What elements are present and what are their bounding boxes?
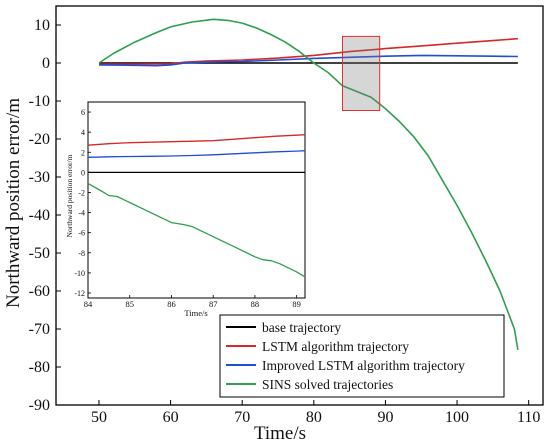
- y-tick-label: 10: [34, 17, 50, 34]
- inset-frame: [87, 101, 306, 299]
- x-tick-label: 100: [445, 409, 469, 426]
- x-tick-label: 60: [163, 409, 179, 426]
- inset-y-tick-label: 6: [81, 108, 85, 117]
- inset-y-axis-label: Northward position error/m: [65, 154, 74, 237]
- inset-series-line: [87, 150, 306, 158]
- inset-x-tick-label: 87: [209, 299, 218, 309]
- y-tick-label: -90: [29, 397, 50, 414]
- inset-y-tick-label: -6: [78, 229, 85, 238]
- legend-label: LSTM algorithm trajectory: [262, 339, 409, 354]
- inset-y-tick-label: 4: [81, 128, 85, 137]
- y-tick-label: -80: [29, 359, 50, 376]
- inset-y-tick-label: -12: [74, 289, 85, 298]
- x-tick-label: 90: [377, 409, 393, 426]
- inset-y-tick-label: -4: [78, 209, 85, 218]
- x-tick-label: 70: [234, 409, 250, 426]
- highlight-box: [341, 35, 381, 111]
- legend-label: base trajectory: [262, 320, 341, 335]
- zoom-region: [341, 35, 381, 111]
- main-series-line: [98, 18, 519, 351]
- inset-series-line: [87, 182, 306, 278]
- y-tick-label: -10: [29, 93, 50, 110]
- y-axis-label: Northward position error/m: [3, 98, 24, 308]
- inset-y-tick-label: -2: [78, 188, 85, 197]
- main-series-line: [99, 37, 518, 65]
- inset-x-tick-label: 86: [167, 299, 176, 309]
- y-tick-label: -20: [29, 131, 50, 148]
- y-tick-label: -50: [29, 245, 50, 262]
- y-tick-label: 0: [42, 55, 50, 72]
- inset-series-line: [87, 134, 306, 146]
- x-tick-label: 110: [517, 409, 540, 426]
- x-axis-label: Time/s: [254, 423, 306, 443]
- inset-y-tick-label: 2: [81, 148, 85, 157]
- inset-x-axis-label: Time/s: [184, 308, 207, 318]
- x-tick-label: 50: [91, 409, 107, 426]
- legend-box: [219, 314, 505, 398]
- legend-label: Improved LSTM algorithm trajectory: [262, 358, 465, 373]
- y-tick-label: -70: [29, 321, 50, 338]
- y-tick-label: -30: [29, 169, 50, 186]
- inset-plot: 84 85 86 87 88 89 6 4 2 0 -2 -4 -6 -8 -10 -12: [74, 101, 306, 309]
- inset-y-tick-label: -8: [78, 249, 85, 258]
- inset-x-tick-label: 84: [84, 299, 93, 309]
- x-tick-label: 80: [306, 409, 322, 426]
- inset-y-tick-label: -10: [74, 269, 85, 278]
- inset-x-tick-label: 88: [251, 299, 260, 309]
- y-tick-label: -40: [29, 207, 50, 224]
- inset-x-tick-label: 85: [125, 299, 134, 309]
- main-series-line: [98, 54, 518, 67]
- inset-x-tick-label: 89: [292, 299, 301, 309]
- legend-label: SINS solved trajectories: [262, 377, 393, 392]
- legend: base trajectory LSTM algorithm trajectory…: [219, 314, 505, 398]
- y-tick-label: -60: [29, 283, 50, 300]
- plot-frame: [55, 5, 544, 406]
- inset-y-tick-label: 0: [81, 168, 85, 177]
- main-plot: 50 60 70 80 90 100 110100-10-20-30-40-50-60-70…: [29, 5, 544, 426]
